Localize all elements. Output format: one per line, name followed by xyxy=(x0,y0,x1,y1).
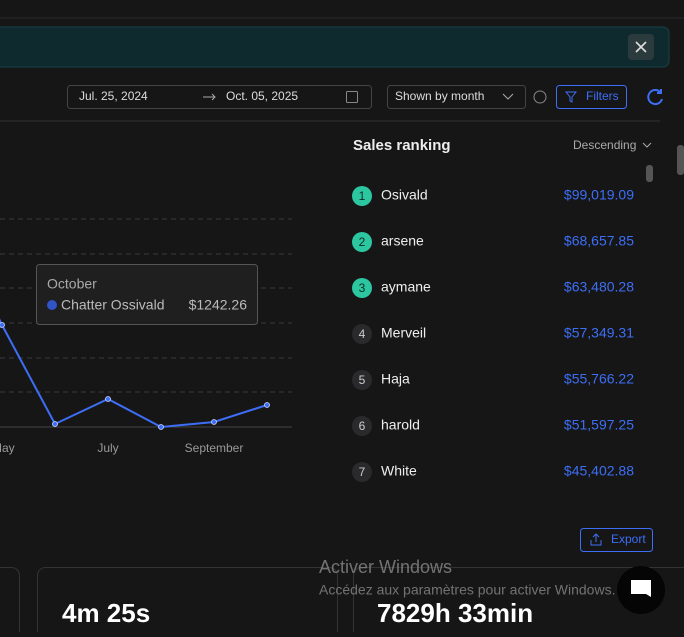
sales-amount: $55,766.22 xyxy=(564,371,634,387)
seller-name: aymane xyxy=(381,279,431,295)
tooltip-dot xyxy=(47,300,57,310)
sales-amount: $99,019.09 xyxy=(564,187,634,203)
sales-amount: $45,402.88 xyxy=(564,463,634,479)
date-start: Jul. 25, 2024 xyxy=(79,89,148,103)
seller-name: Haja xyxy=(381,371,410,387)
page-scrollbar xyxy=(677,145,684,175)
period: Shown by month xyxy=(395,89,484,103)
rank-number: 7 xyxy=(359,465,366,479)
card-value: 4m 25s xyxy=(62,598,150,628)
seller-name: arsene xyxy=(381,233,424,249)
x-label: May xyxy=(0,441,15,455)
rank-number: 5 xyxy=(359,373,366,387)
sort-order[interactable]: Descending xyxy=(573,138,636,152)
list-scrollbar xyxy=(646,165,653,182)
watermark-text: Accédez aux paramètres pour activer Wind… xyxy=(319,582,615,598)
seller-name: Merveil xyxy=(381,325,426,341)
rank-number: 2 xyxy=(359,235,366,249)
sales-amount: $68,657.85 xyxy=(564,233,634,249)
filters-label[interactable]: Filters xyxy=(586,89,619,103)
seller-name: harold xyxy=(381,417,420,433)
rank-number: 1 xyxy=(359,189,366,203)
sales-amount: $63,480.28 xyxy=(564,279,634,295)
tooltip-series: Chatter Ossivald xyxy=(61,297,164,313)
x-label: September xyxy=(185,441,244,455)
tooltip-title: October xyxy=(47,276,97,292)
rank-number: 4 xyxy=(359,327,366,341)
rank-number: 3 xyxy=(359,281,366,295)
x-label: July xyxy=(97,441,118,455)
sales-amount: $57,349.31 xyxy=(564,325,634,341)
tooltip xyxy=(37,265,258,325)
card-value: 7829h 33min xyxy=(377,598,533,628)
date-end: Oct. 05, 2025 xyxy=(226,89,298,103)
sales-amount: $51,597.25 xyxy=(564,417,634,433)
tooltip-value: $1242.26 xyxy=(189,297,248,313)
ranking-title: Sales ranking xyxy=(353,137,451,154)
banner xyxy=(0,27,669,67)
rank-number: 6 xyxy=(359,419,366,433)
export-label[interactable]: Export xyxy=(611,532,646,546)
seller-name: Osivald xyxy=(381,187,428,203)
seller-name: White xyxy=(381,463,417,479)
watermark-title: Activer Windows xyxy=(319,557,452,577)
